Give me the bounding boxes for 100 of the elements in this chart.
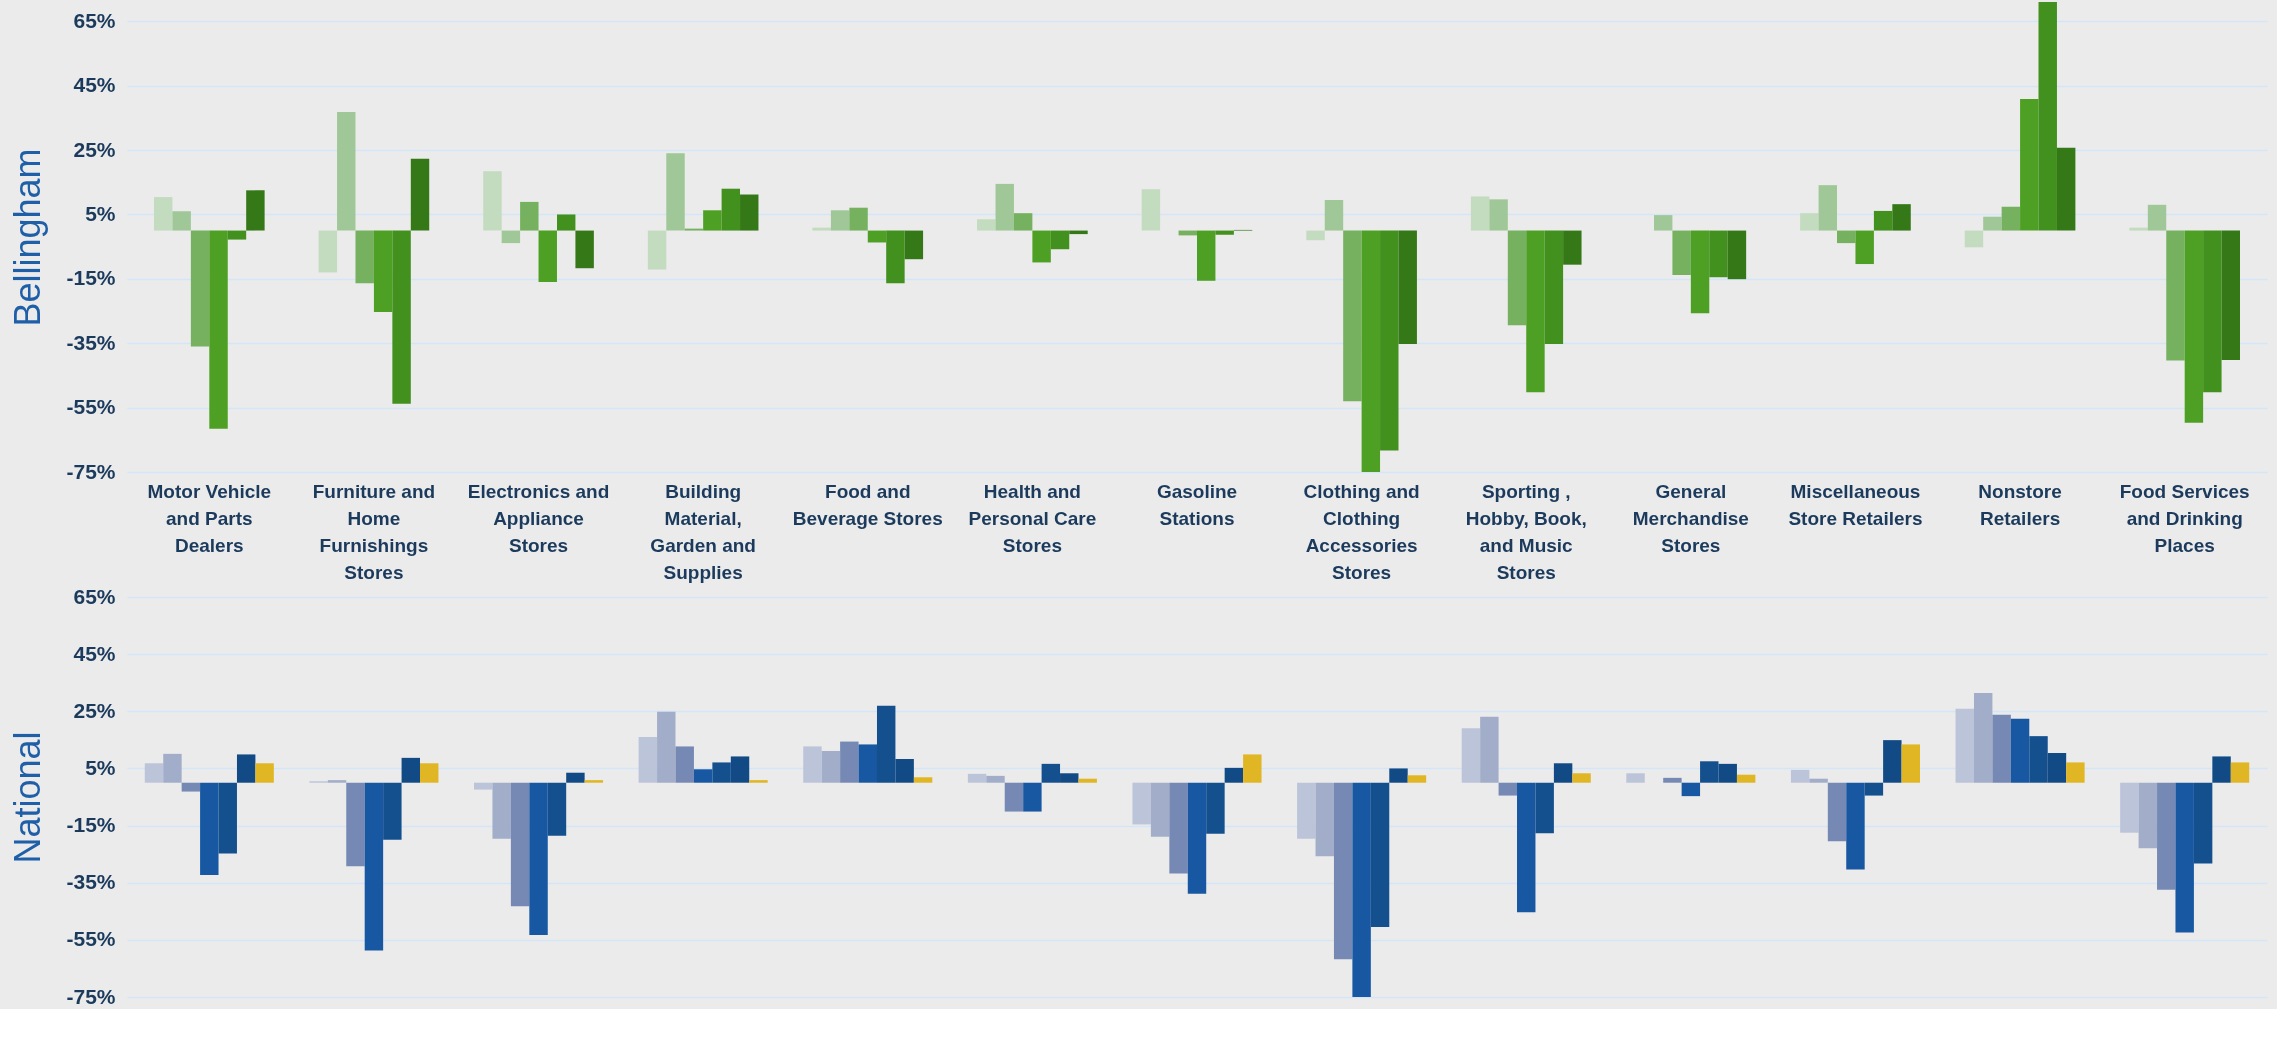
- bar: [1809, 778, 1828, 783]
- x-tick-label: Building Material, Garden and Supplies: [650, 480, 756, 583]
- bar: [2129, 227, 2148, 231]
- x-tick-label: Nonstore Retailers: [1978, 480, 2062, 529]
- bar: [2138, 782, 2158, 849]
- y-tick-label: 5%: [85, 755, 116, 779]
- bar: [1352, 782, 1371, 997]
- bar: [1498, 782, 1518, 796]
- bar: [163, 753, 182, 783]
- bar: [867, 230, 887, 243]
- bar: [1517, 782, 1536, 913]
- bar: [1736, 774, 1756, 783]
- bar: [986, 775, 1005, 783]
- bar: [1790, 769, 1810, 783]
- bar: [218, 782, 237, 854]
- bar: [2056, 147, 2076, 231]
- bar: [1324, 199, 1344, 231]
- bar: [1361, 230, 1381, 472]
- bar: [1206, 782, 1225, 834]
- y-tick-label: -55%: [66, 395, 116, 419]
- bar: [1169, 782, 1188, 874]
- bar: [740, 194, 759, 231]
- bar: [1489, 199, 1508, 231]
- bar: [1827, 782, 1847, 842]
- bar: [1141, 189, 1161, 231]
- bar: [566, 772, 585, 783]
- bar: [913, 777, 933, 783]
- y-tick-label: 45%: [73, 641, 116, 665]
- bar: [1690, 230, 1710, 314]
- bar: [556, 214, 576, 231]
- bar: [501, 230, 521, 244]
- bar: [227, 230, 247, 240]
- bar: [1672, 230, 1691, 275]
- bar: [236, 754, 256, 783]
- bar: [849, 207, 868, 231]
- y-tick-label: 5%: [85, 201, 116, 225]
- bar: [1526, 230, 1545, 393]
- bar: [2120, 782, 2139, 833]
- x-tick-label: Food Services and Drinking Places: [2119, 480, 2250, 556]
- bar: [1626, 773, 1645, 783]
- bar: [1297, 782, 1316, 839]
- bar: [246, 190, 265, 231]
- bar: [1507, 230, 1527, 326]
- bar: [1078, 778, 1097, 783]
- bar: [1132, 782, 1151, 825]
- bar: [337, 112, 356, 231]
- bar: [255, 763, 274, 783]
- bar: [1197, 230, 1216, 281]
- bar: [520, 201, 539, 231]
- bar: [657, 711, 676, 783]
- y-axis-title: Bellingham: [7, 148, 49, 327]
- x-tick-label: Electronics and Appliance Stores: [467, 480, 610, 556]
- bar: [2001, 206, 2021, 231]
- bar: [2221, 230, 2240, 360]
- bar: [666, 153, 685, 231]
- bar: [172, 211, 191, 231]
- bar: [812, 227, 831, 231]
- bar: [1050, 230, 1070, 250]
- bar: [1398, 230, 1417, 344]
- bar: [977, 219, 996, 231]
- bar: [2230, 762, 2250, 783]
- bar: [830, 210, 850, 231]
- bar: [721, 188, 741, 231]
- bar: [364, 782, 384, 951]
- x-tick-label: Health and Personal Care Stores: [968, 480, 1097, 556]
- bar: [1470, 196, 1490, 231]
- bar: [675, 746, 694, 783]
- bar: [547, 782, 567, 836]
- bar: [1333, 782, 1353, 960]
- bar: [1215, 230, 1234, 235]
- x-tick-label: Miscellaneous Store Retailers: [1788, 480, 1923, 529]
- bar: [2066, 762, 2085, 783]
- bar: [1461, 728, 1481, 783]
- bar: [995, 183, 1014, 231]
- bar: [529, 782, 548, 935]
- bar: [1964, 230, 1984, 248]
- bar: [2184, 230, 2204, 423]
- bar: [575, 230, 594, 269]
- bar: [1983, 216, 2002, 231]
- bar: [1544, 230, 1564, 344]
- bar: [803, 746, 822, 783]
- bar: [967, 773, 987, 783]
- bar: [584, 780, 604, 783]
- y-tick-label: -35%: [66, 870, 116, 894]
- bar: [1873, 210, 1893, 231]
- bar: [1480, 716, 1499, 783]
- y-tick-label: -15%: [66, 266, 116, 290]
- y-tick-label: 65%: [73, 8, 116, 32]
- bar: [1407, 775, 1427, 783]
- x-tick-label: Gasoline Stations: [1156, 480, 1238, 529]
- bar: [2038, 2, 2057, 231]
- bar: [200, 782, 219, 875]
- bar: [1663, 777, 1682, 783]
- bar: [1187, 782, 1207, 894]
- bar: [886, 230, 905, 284]
- y-tick-label: 25%: [73, 698, 116, 722]
- bar: [373, 230, 393, 313]
- bar: [2157, 782, 2176, 890]
- bar: [1572, 773, 1591, 783]
- bar: [1013, 213, 1033, 231]
